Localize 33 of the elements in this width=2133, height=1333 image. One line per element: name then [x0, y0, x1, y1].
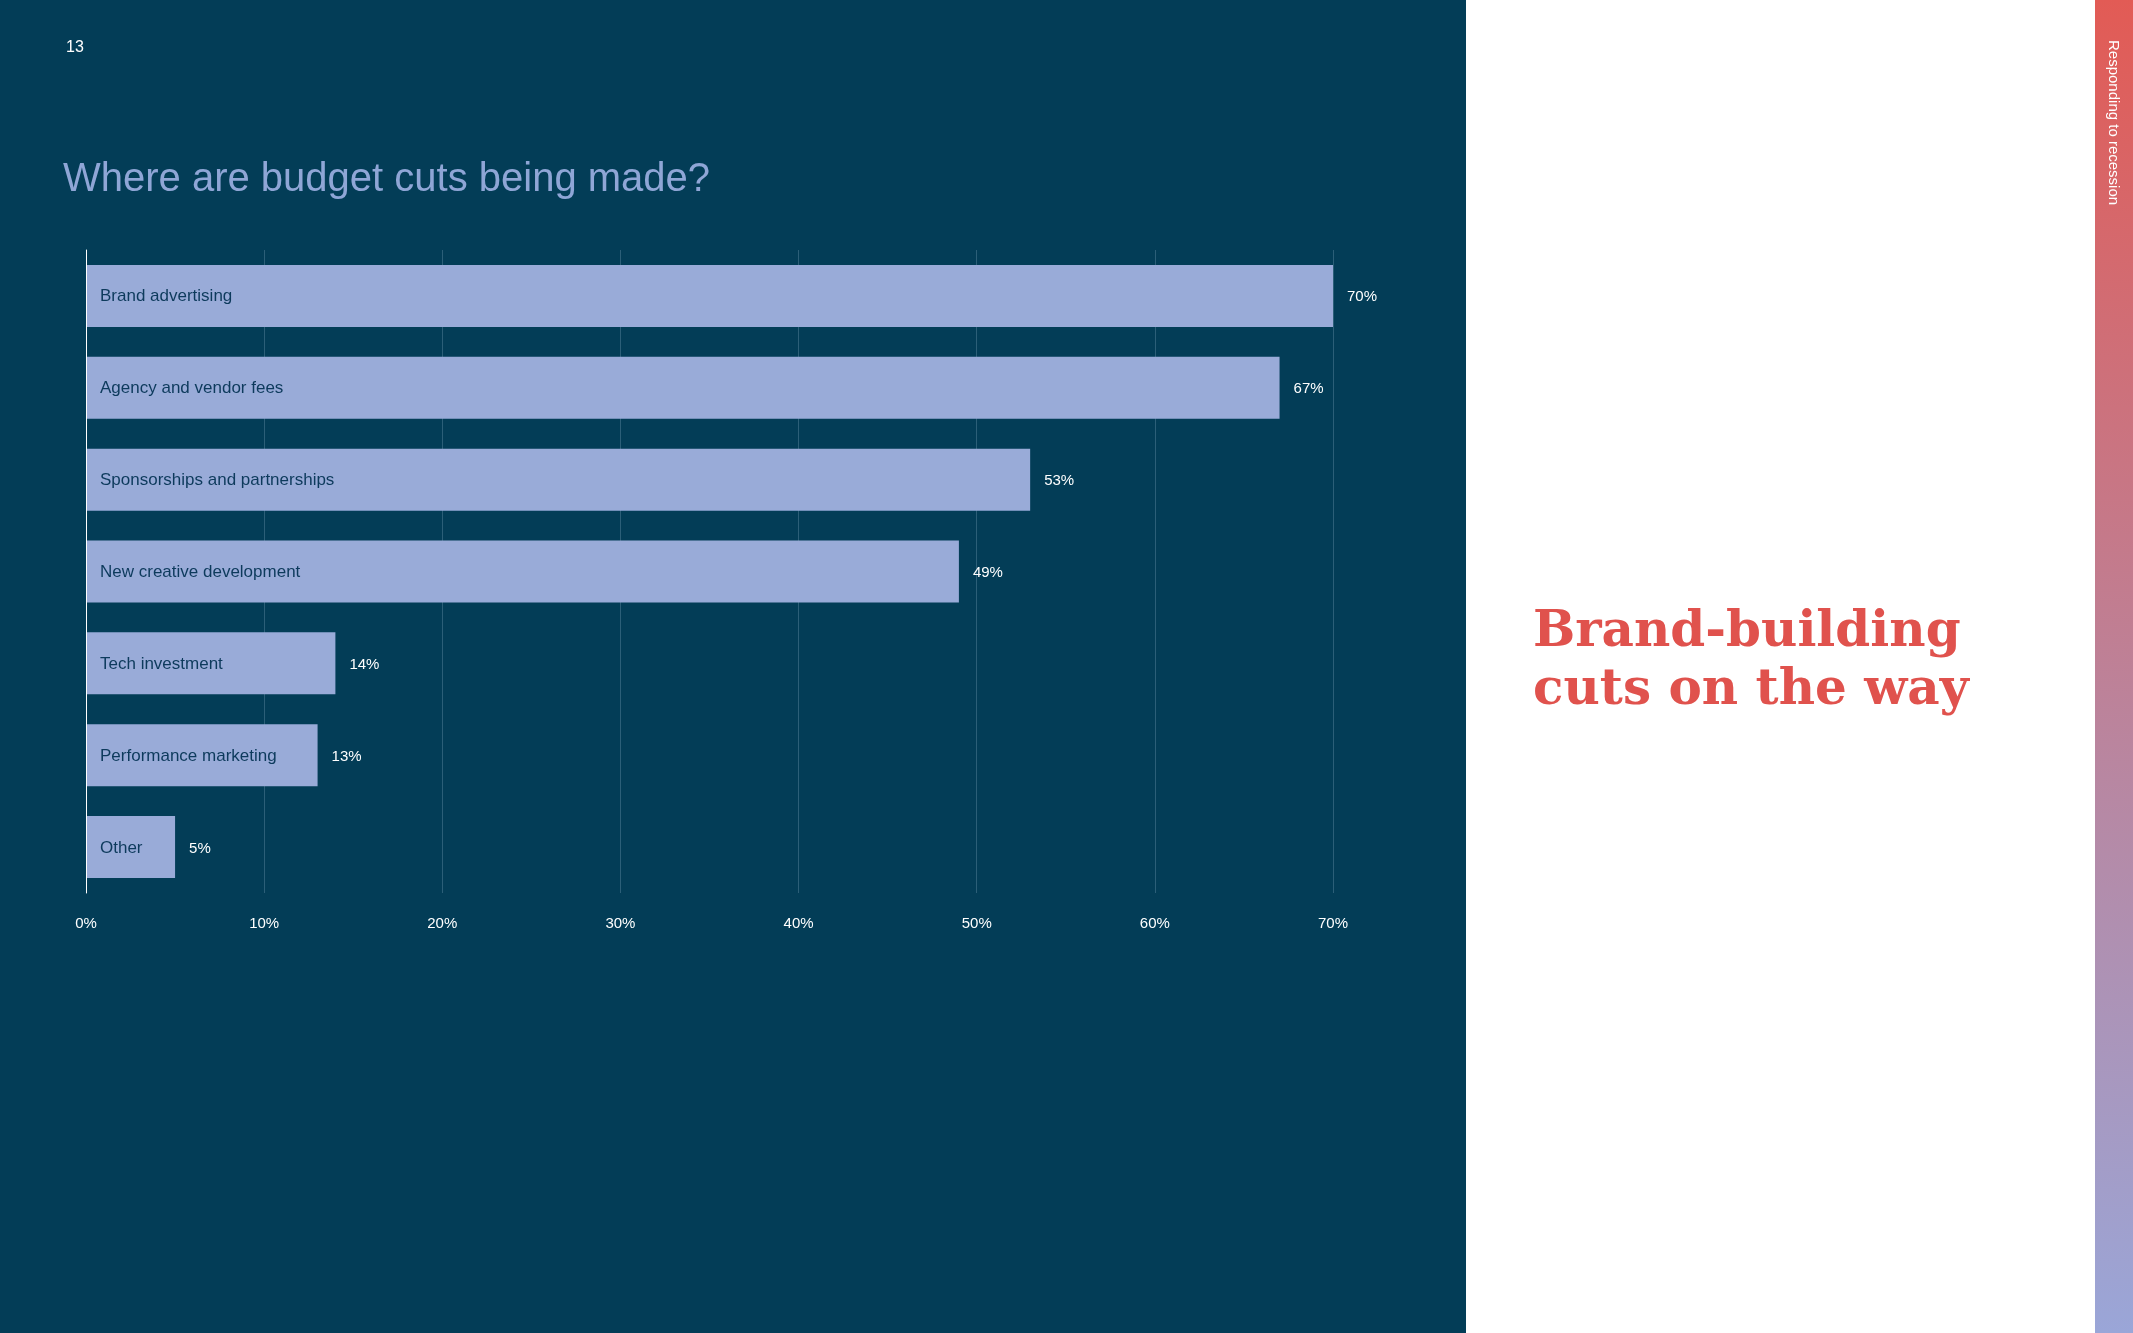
data-label: 13% [331, 746, 362, 764]
y-tick-label: New creative development [100, 562, 301, 581]
bar [86, 632, 336, 695]
x-tick-label: 60% [1139, 914, 1170, 931]
bar [86, 448, 1031, 511]
data-label: 70% [1347, 287, 1378, 305]
y-tick-label: Sponsorships and partnerships [100, 470, 335, 490]
y-tick-label: Brand advertising [100, 286, 233, 306]
data-label: 14% [349, 654, 380, 672]
x-tick-label: 70% [1317, 914, 1349, 931]
y-tick-label: Performance marketing [100, 745, 277, 765]
bar [86, 816, 176, 879]
text: 13 [66, 38, 84, 56]
bar [86, 724, 318, 787]
data-label: 5% [189, 838, 211, 856]
x-tick-label: 40% [783, 914, 814, 931]
x-tick-label: 10% [249, 914, 280, 931]
bar [86, 540, 959, 603]
x-tick-label: 0% [75, 914, 97, 931]
y-tick-label: Tech investment [100, 653, 224, 673]
text: Responding to recession [2104, 40, 2124, 206]
x-tick-label: 30% [605, 914, 636, 931]
x-tick-label: 50% [961, 914, 992, 931]
chart-title: Where are budget cuts being made? [63, 155, 711, 199]
bar [86, 264, 1333, 327]
data-label: 49% [972, 563, 1003, 580]
x-tick-label: 20% [427, 914, 458, 931]
y-tick-label: Agency and vendor fees [100, 378, 284, 398]
text: Brand-building cuts on the way [1533, 599, 1971, 716]
data-label: 53% [1044, 471, 1075, 489]
bar [86, 356, 1280, 419]
y-tick-label: Other [100, 837, 143, 857]
data-label: 67% [1293, 379, 1324, 397]
